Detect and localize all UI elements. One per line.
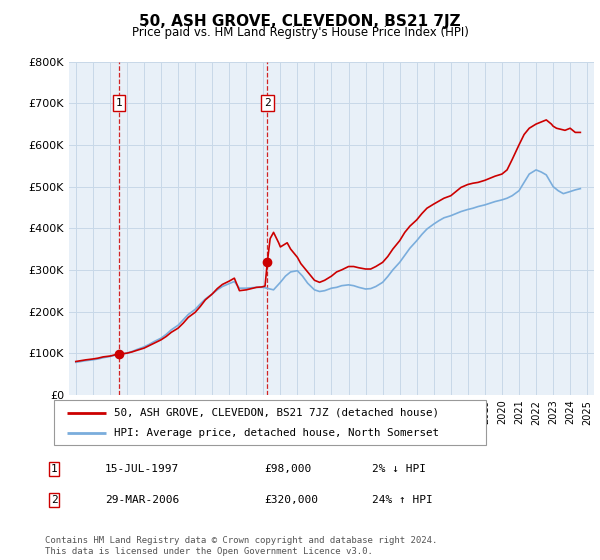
Text: 2: 2: [50, 495, 58, 505]
Text: Price paid vs. HM Land Registry's House Price Index (HPI): Price paid vs. HM Land Registry's House …: [131, 26, 469, 39]
FancyBboxPatch shape: [54, 400, 486, 445]
Text: 2: 2: [264, 98, 271, 108]
Text: 50, ASH GROVE, CLEVEDON, BS21 7JZ (detached house): 50, ASH GROVE, CLEVEDON, BS21 7JZ (detac…: [115, 408, 439, 418]
Text: Contains HM Land Registry data © Crown copyright and database right 2024.
This d: Contains HM Land Registry data © Crown c…: [45, 536, 437, 556]
Text: 24% ↑ HPI: 24% ↑ HPI: [372, 495, 433, 505]
Text: 2% ↓ HPI: 2% ↓ HPI: [372, 464, 426, 474]
Text: 50, ASH GROVE, CLEVEDON, BS21 7JZ: 50, ASH GROVE, CLEVEDON, BS21 7JZ: [139, 14, 461, 29]
Text: £320,000: £320,000: [264, 495, 318, 505]
Text: £98,000: £98,000: [264, 464, 311, 474]
Text: HPI: Average price, detached house, North Somerset: HPI: Average price, detached house, Nort…: [115, 428, 439, 438]
Text: 1: 1: [116, 98, 122, 108]
Text: 1: 1: [50, 464, 58, 474]
Text: 29-MAR-2006: 29-MAR-2006: [105, 495, 179, 505]
Text: 15-JUL-1997: 15-JUL-1997: [105, 464, 179, 474]
